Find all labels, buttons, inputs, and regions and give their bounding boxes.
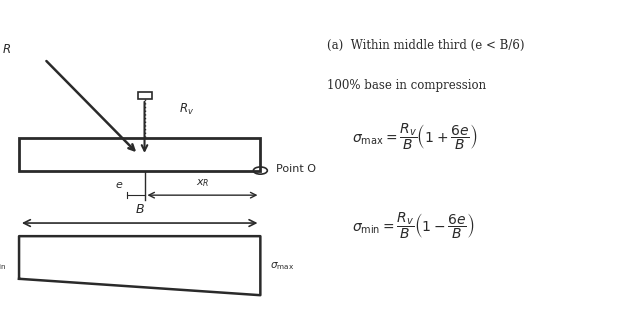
Text: $\sigma_{\mathrm{min}} = \dfrac{R_v}{B}\left(1-\dfrac{6e}{B}\right)$: $\sigma_{\mathrm{min}} = \dfrac{R_v}{B}\… xyxy=(352,210,476,241)
Text: (a)  Within middle third (e < B/6): (a) Within middle third (e < B/6) xyxy=(327,39,525,52)
Text: $\sigma_{\mathrm{max}}$: $\sigma_{\mathrm{max}}$ xyxy=(270,260,294,272)
Bar xyxy=(19,138,260,171)
Text: $\sigma_{\mathrm{min}}$: $\sigma_{\mathrm{min}}$ xyxy=(0,260,6,272)
Bar xyxy=(138,92,152,99)
Text: $x_R$: $x_R$ xyxy=(196,177,209,189)
Text: 100% base in compression: 100% base in compression xyxy=(327,79,486,92)
Text: $R$: $R$ xyxy=(2,43,11,56)
Text: $e$: $e$ xyxy=(115,180,124,190)
Text: $B$: $B$ xyxy=(135,203,145,216)
Text: $\sigma_{\mathrm{max}} = \dfrac{R_v}{B}\left(1+\dfrac{6e}{B}\right)$: $\sigma_{\mathrm{max}} = \dfrac{R_v}{B}\… xyxy=(352,121,478,152)
Text: $R_v$: $R_v$ xyxy=(180,102,194,117)
Text: Point O: Point O xyxy=(276,164,316,174)
